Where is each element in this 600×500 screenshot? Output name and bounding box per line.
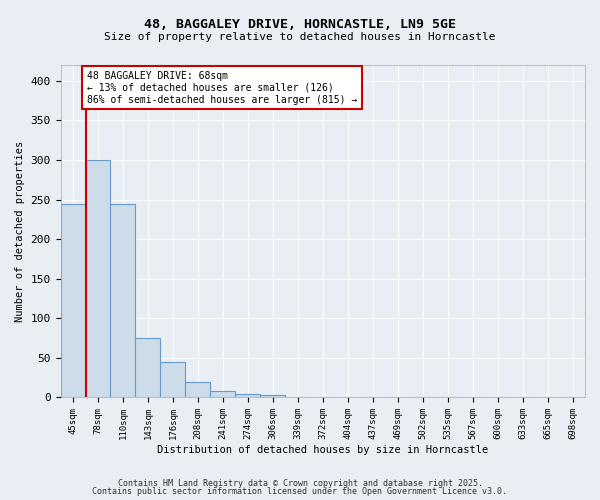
Text: Contains public sector information licensed under the Open Government Licence v3: Contains public sector information licen…	[92, 487, 508, 496]
X-axis label: Distribution of detached houses by size in Horncastle: Distribution of detached houses by size …	[157, 445, 488, 455]
Text: Contains HM Land Registry data © Crown copyright and database right 2025.: Contains HM Land Registry data © Crown c…	[118, 478, 482, 488]
Bar	[286, 396, 310, 398]
Bar	[61, 204, 86, 398]
Bar	[185, 382, 211, 398]
Bar	[211, 391, 235, 398]
Y-axis label: Number of detached properties: Number of detached properties	[15, 140, 25, 322]
Bar	[310, 396, 335, 398]
Text: 48, BAGGALEY DRIVE, HORNCASTLE, LN9 5GE: 48, BAGGALEY DRIVE, HORNCASTLE, LN9 5GE	[144, 18, 456, 30]
Text: 48 BAGGALEY DRIVE: 68sqm
← 13% of detached houses are smaller (126)
86% of semi-: 48 BAGGALEY DRIVE: 68sqm ← 13% of detach…	[87, 72, 357, 104]
Bar	[110, 204, 136, 398]
Text: Size of property relative to detached houses in Horncastle: Size of property relative to detached ho…	[104, 32, 496, 42]
Bar	[235, 394, 260, 398]
Bar	[136, 338, 160, 398]
Bar	[160, 362, 185, 398]
Bar	[260, 395, 286, 398]
Bar	[86, 160, 110, 398]
